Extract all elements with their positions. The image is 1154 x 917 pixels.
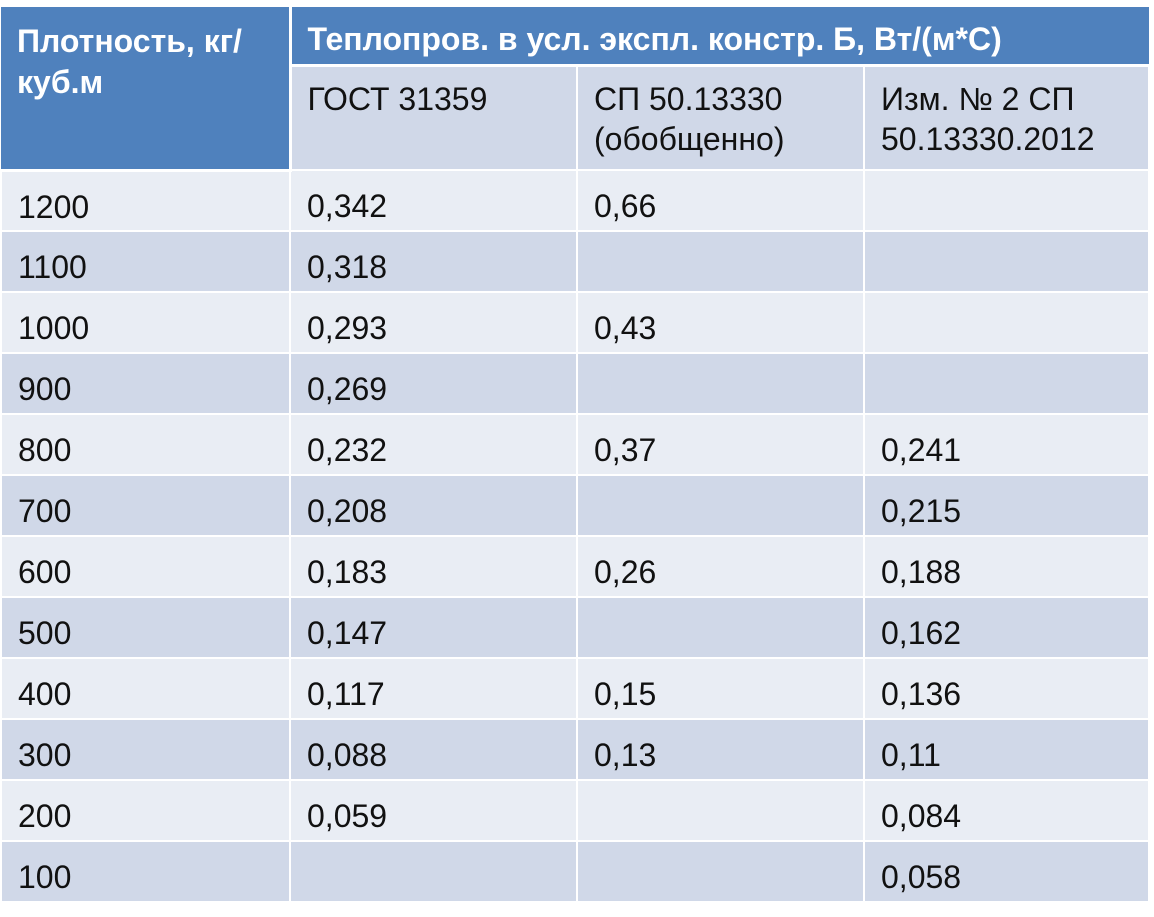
gost-cell: 0,183: [289, 535, 578, 598]
thermal-conductivity-table: Плотность, кг/куб.м Теплопров. в усл. эк…: [0, 7, 1150, 903]
sub-header-row: ГОСТ 31359 СП 50.13330 (обобщенно) Изм. …: [1, 64, 1150, 171]
table-body: 1200 0,342 0,66 1100 0,318 1000 0,293 0,…: [0, 169, 1150, 903]
density-cell: 300: [0, 718, 291, 781]
gost-cell: 0,269: [289, 352, 578, 415]
izm-cell: 0,241: [863, 413, 1150, 476]
density-cell: 1100: [0, 230, 291, 293]
table-row: 100 0,058: [0, 840, 1150, 903]
izm-cell: [863, 169, 1150, 232]
izm-cell: 0,136: [863, 657, 1150, 720]
izm-cell: [863, 352, 1150, 415]
izm-cell: 0,215: [863, 474, 1150, 537]
table-row: 1200 0,342 0,66: [0, 169, 1150, 232]
sp-cell: [576, 840, 865, 903]
table-row: 900 0,269: [0, 352, 1150, 415]
sp-cell: [576, 596, 865, 659]
sp-cell: 0,13: [576, 718, 865, 781]
sp-cell: 0,37: [576, 413, 865, 476]
gost-cell: 0,208: [289, 474, 578, 537]
izm-cell: 0,058: [863, 840, 1150, 903]
column-header-sp: СП 50.13330 (обобщенно): [576, 64, 865, 171]
table-row: 500 0,147 0,162: [0, 596, 1150, 659]
density-cell: 700: [0, 474, 291, 537]
sp-cell: 0,43: [576, 291, 865, 354]
sp-cell: 0,66: [576, 169, 865, 232]
table-row: 1000 0,293 0,43: [0, 291, 1150, 354]
table-row: 1100 0,318: [0, 230, 1150, 293]
gost-cell: 0,293: [289, 291, 578, 354]
density-cell: 1200: [0, 169, 291, 232]
density-cell: 900: [0, 352, 291, 415]
sp-cell: 0,15: [576, 657, 865, 720]
gost-cell: 0,088: [289, 718, 578, 781]
density-cell: 800: [0, 413, 291, 476]
gost-cell: 0,147: [289, 596, 578, 659]
gost-cell: 0,117: [289, 657, 578, 720]
gost-cell: 0,342: [289, 169, 578, 232]
density-column-header: Плотность, кг/куб.м: [1, 7, 292, 172]
header-row: Плотность, кг/куб.м Теплопров. в усл. эк…: [1, 7, 1149, 172]
table-row: 600 0,183 0,26 0,188: [0, 535, 1150, 598]
gost-cell: [289, 840, 578, 903]
table-row: 300 0,088 0,13 0,11: [0, 718, 1150, 781]
table-row: 200 0,059 0,084: [0, 779, 1150, 842]
izm-cell: [863, 291, 1150, 354]
table-row: 800 0,232 0,37 0,241: [0, 413, 1150, 476]
izm-cell: 0,084: [863, 779, 1150, 842]
gost-cell: 0,318: [289, 230, 578, 293]
density-cell: 200: [0, 779, 291, 842]
gost-cell: 0,232: [289, 413, 578, 476]
table-row: 700 0,208 0,215: [0, 474, 1150, 537]
izm-cell: 0,188: [863, 535, 1150, 598]
table-row: 400 0,117 0,15 0,136: [0, 657, 1150, 720]
density-cell: 400: [0, 657, 291, 720]
column-header-izm: Изм. № 2 СП 50.13330.2012: [863, 64, 1150, 171]
sp-cell: 0,26: [576, 535, 865, 598]
sp-cell: [576, 230, 865, 293]
sp-cell: [576, 352, 865, 415]
density-cell: 100: [0, 840, 291, 903]
density-cell: 1000: [0, 291, 291, 354]
izm-cell: 0,11: [863, 718, 1150, 781]
sp-cell: [576, 779, 865, 842]
column-header-gost: ГОСТ 31359: [289, 64, 578, 171]
gost-cell: 0,059: [289, 779, 578, 842]
density-cell: 500: [0, 596, 291, 659]
conductivity-group-header: Теплопров. в усл. экспл. констр. Б, Вт/(…: [290, 7, 1149, 67]
izm-cell: 0,162: [863, 596, 1150, 659]
izm-cell: [863, 230, 1150, 293]
sp-cell: [576, 474, 865, 537]
density-cell: 600: [0, 535, 291, 598]
